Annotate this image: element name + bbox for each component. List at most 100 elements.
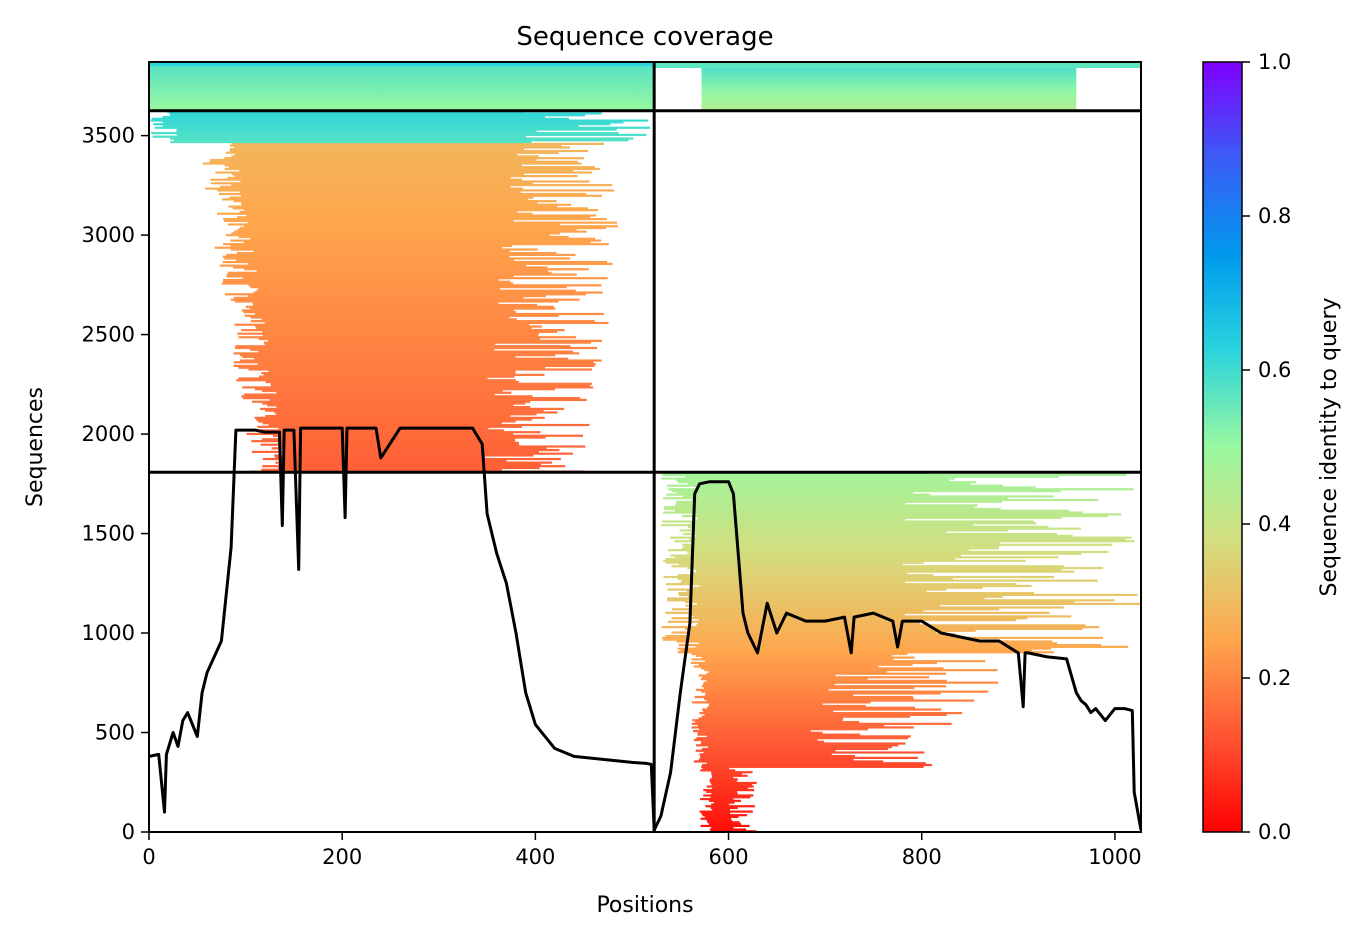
alignment-row — [666, 493, 931, 496]
alignment-row — [702, 676, 930, 679]
y-tick-label: 1000 — [82, 621, 135, 645]
alignment-row — [691, 652, 908, 656]
alignment-row — [234, 323, 530, 326]
alignment-row — [691, 498, 1099, 502]
alignment-row — [685, 604, 940, 607]
alignment-row — [693, 760, 884, 763]
alignment-row — [176, 128, 617, 131]
alignment-row — [670, 554, 961, 557]
alignment-row — [234, 153, 518, 156]
alignment-row — [674, 509, 1070, 512]
alignment-row — [699, 712, 963, 715]
alignment-row — [711, 783, 753, 786]
alignment-row — [671, 617, 1028, 620]
alignment-row — [152, 135, 526, 138]
alignment-row — [695, 531, 946, 534]
paired-block-a — [149, 62, 655, 111]
alignment-row — [220, 185, 511, 188]
alignment-row — [701, 708, 942, 711]
alignment-row — [275, 461, 553, 464]
alignment-row — [710, 781, 757, 785]
alignment-row — [229, 149, 589, 153]
alignment-row — [223, 280, 511, 283]
alignment-row — [265, 409, 544, 412]
alignment-row — [668, 488, 1134, 491]
alignment-row — [151, 132, 619, 135]
alignment-row — [253, 291, 603, 294]
alignment-row — [253, 250, 510, 253]
alignment-row — [234, 346, 598, 350]
alignment-row — [702, 767, 730, 770]
alignment-row — [230, 248, 538, 251]
alignment-row — [243, 241, 591, 244]
alignment-row — [222, 260, 608, 264]
alignment-row — [245, 305, 554, 308]
alignment-row — [239, 226, 606, 230]
alignment-row — [256, 418, 533, 421]
alignment-row — [248, 262, 613, 265]
alignment-row — [706, 679, 947, 682]
alignment-row — [229, 144, 562, 147]
alignment-row — [270, 384, 590, 387]
alignment-row — [696, 570, 1075, 573]
unpaired-block-a — [150, 110, 651, 473]
alignment-row — [263, 373, 545, 376]
alignment-row — [224, 219, 514, 222]
alignment-row — [274, 411, 558, 414]
alignment-row — [667, 549, 969, 552]
alignment-row — [241, 201, 538, 205]
alignment-row — [258, 287, 500, 291]
alignment-row — [690, 661, 937, 665]
alignment-row — [223, 217, 607, 221]
alignment-row — [244, 268, 589, 271]
alignment-row — [690, 606, 1064, 609]
alignment-row — [697, 516, 1062, 520]
colorbar-tick-label: 1.0 — [1258, 50, 1291, 74]
alignment-row — [708, 704, 866, 708]
alignment-row — [699, 584, 1032, 588]
alignment-row — [711, 771, 753, 774]
alignment-row — [700, 824, 750, 828]
alignment-row — [662, 520, 1035, 523]
alignment-row — [665, 611, 1050, 614]
alignment-row — [708, 799, 741, 802]
alignment-row — [243, 225, 619, 228]
alignment-row — [696, 534, 1073, 537]
alignment-row — [270, 382, 593, 385]
alignment-row — [697, 724, 885, 727]
alignment-row — [692, 729, 811, 733]
alignment-row — [699, 753, 832, 756]
alignment-row — [176, 130, 537, 133]
alignment-row — [665, 583, 1017, 586]
alignment-row — [239, 169, 574, 172]
alignment-row — [662, 497, 1009, 500]
alignment-row — [280, 459, 507, 462]
alignment-row — [252, 450, 539, 453]
alignment-row — [238, 235, 569, 239]
alignment-row — [162, 124, 579, 128]
alignment-row — [700, 678, 868, 681]
alignment-row — [227, 176, 511, 179]
colorbar-tick-label: 0.0 — [1258, 820, 1291, 844]
alignment-row — [676, 500, 1002, 503]
alignment-row — [231, 232, 561, 235]
alignment-row — [267, 404, 514, 407]
alignment-row — [262, 457, 561, 461]
alignment-row — [704, 686, 915, 690]
alignment-row — [700, 667, 944, 670]
alignment-row — [663, 511, 1083, 514]
alignment-row — [261, 389, 503, 393]
alignment-row — [169, 137, 634, 140]
colorbar-ticks: 0.0 0.2 0.4 0.6 0.8 1.0 — [1242, 50, 1291, 844]
alignment-row — [703, 683, 835, 686]
alignment-row — [691, 613, 905, 616]
alignment-row — [712, 787, 749, 790]
alignment-row — [701, 747, 889, 751]
alignment-row — [697, 731, 823, 734]
alignment-row — [706, 735, 911, 738]
alignment-row — [210, 158, 537, 162]
alignment-row — [677, 651, 1054, 654]
alignment-row — [278, 463, 542, 466]
alignment-row — [711, 772, 743, 776]
alignment-row — [706, 699, 975, 702]
